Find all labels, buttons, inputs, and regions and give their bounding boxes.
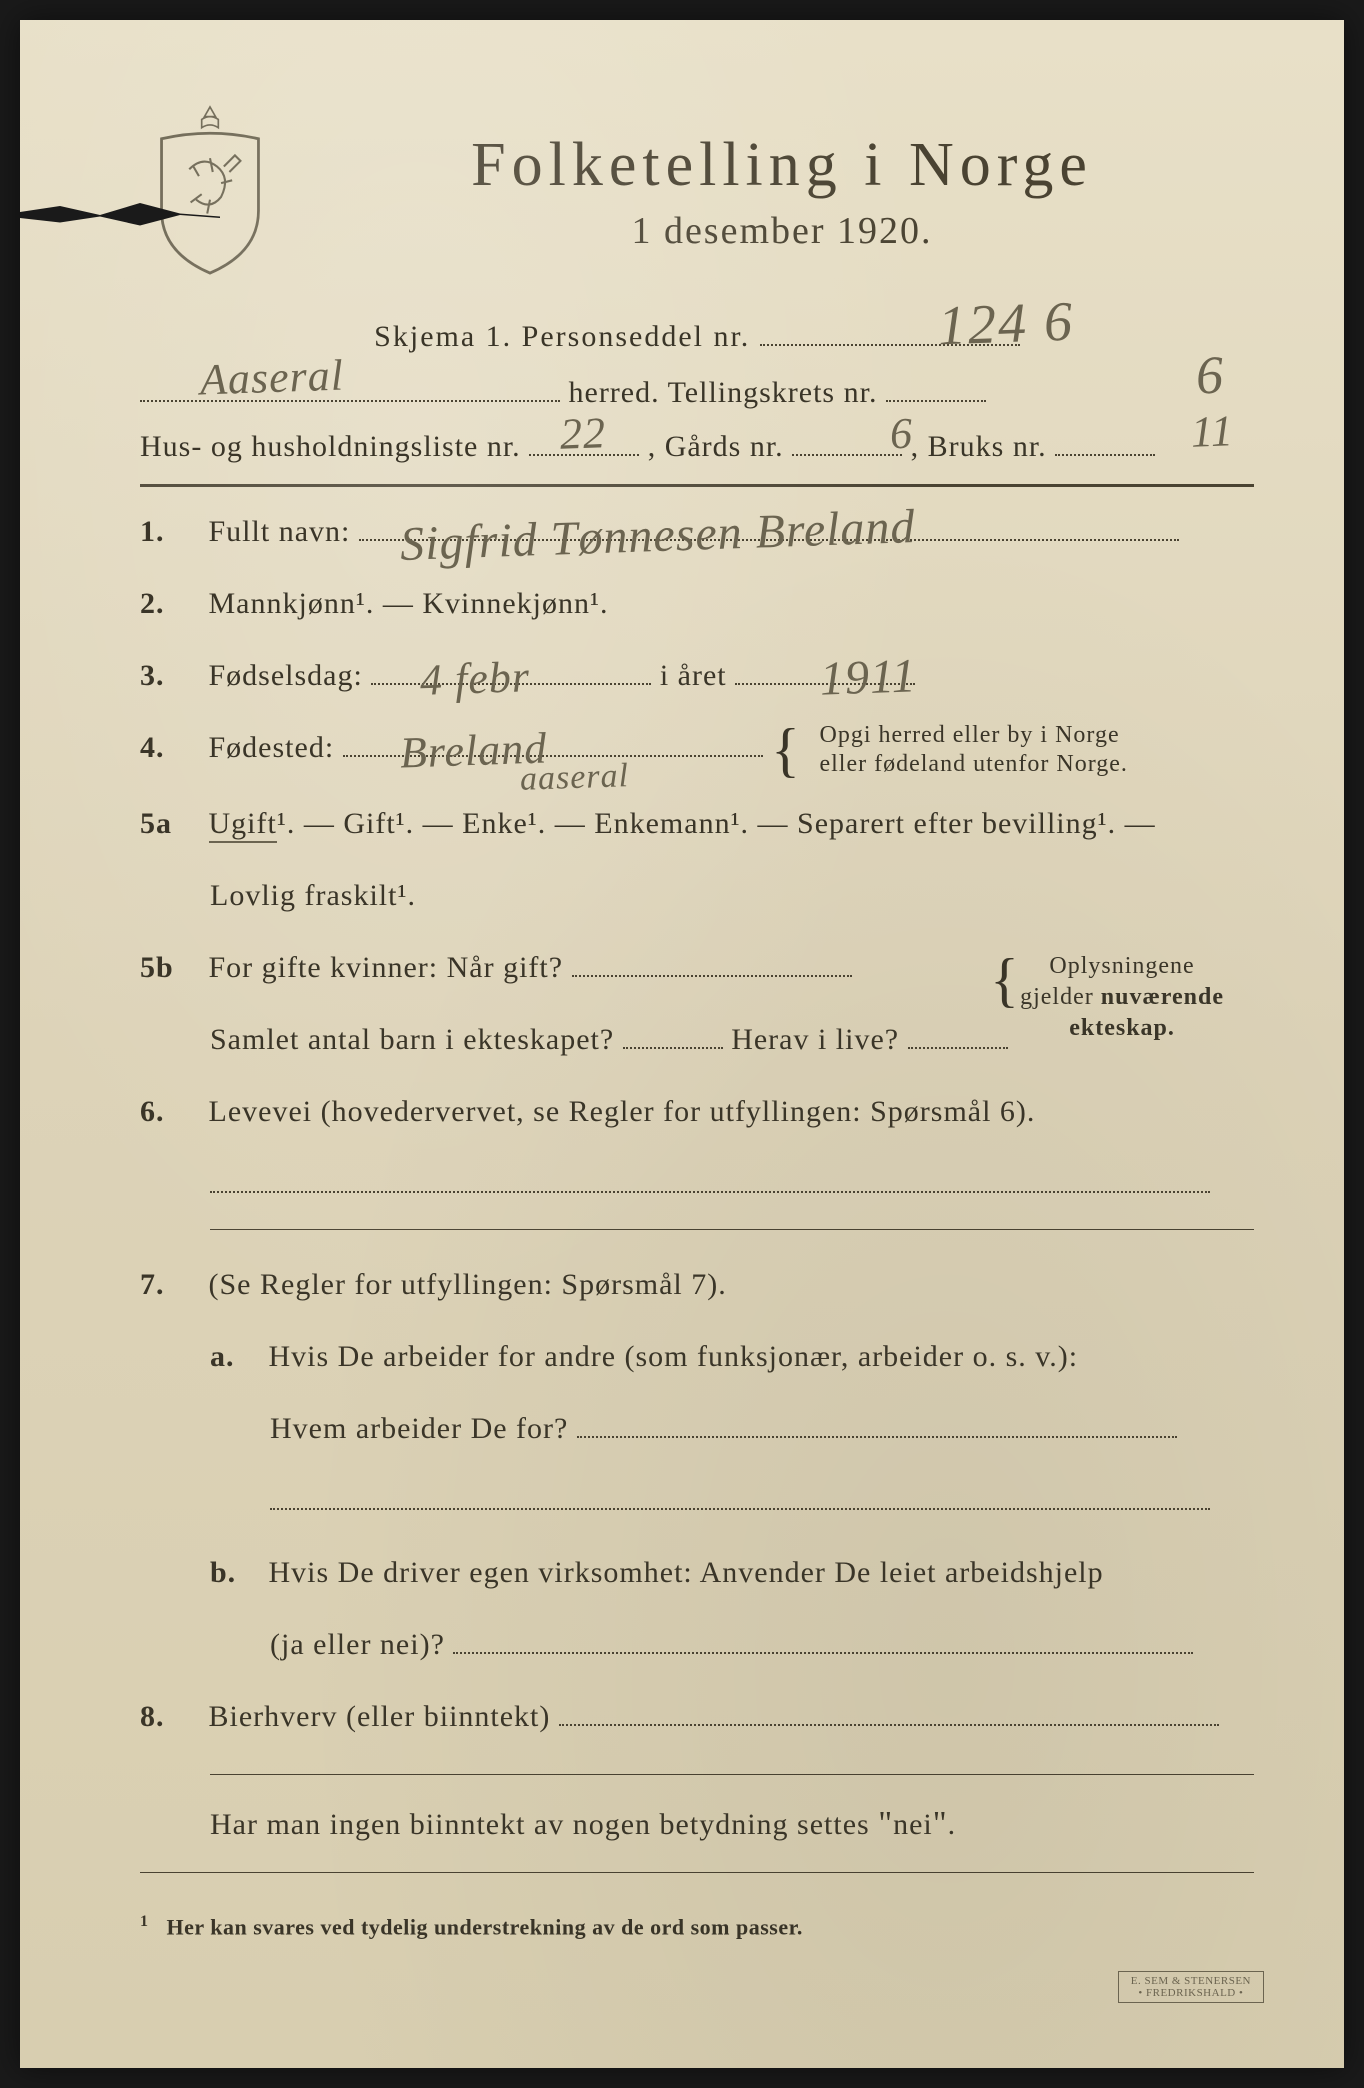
q1-value: Sigfrid Tønnesen Breland	[399, 484, 917, 588]
divider-top	[140, 484, 1254, 487]
coat-of-arms-icon	[140, 100, 280, 280]
printer-stamp: E. SEM & STENERSEN • FREDRIKSHALD •	[1118, 1971, 1264, 2003]
q8-num: 8.	[140, 1690, 200, 1744]
gards-value: 6	[889, 408, 914, 460]
bruks-value: 11	[1190, 405, 1234, 457]
footnote-text: Her kan svares ved tydelig understreknin…	[167, 1914, 803, 1939]
bracket-icon: {	[990, 965, 1020, 995]
q5a-line2: Lovlig fraskilt¹.	[140, 869, 1254, 923]
q5a-line: 5a Ugift¹. — Gift¹. — Enke¹. — Enkemann¹…	[140, 797, 1254, 851]
q7a-line2: Hvem arbeider De for?	[140, 1402, 1254, 1456]
q4-num: 4.	[140, 721, 200, 775]
q5b-label: For gifte kvinner: Når gift?	[209, 951, 564, 984]
q7b-label2: (ja eller nei)?	[270, 1628, 445, 1661]
footnote: 1 Her kan svares ved tydelig understrekn…	[140, 1913, 1254, 1940]
divider-bottom	[140, 1872, 1254, 1873]
meta-line-1: Aaseral herred. Tellingskrets nr. 6	[140, 366, 1254, 410]
q1-label: Fullt navn:	[209, 515, 351, 548]
q3-year-value: 1911	[819, 633, 918, 723]
q4-line: 4. Fødested: Breland aaseral { Opgi herr…	[140, 721, 1254, 779]
q4-note: Opgi herred eller by i Norge eller fødel…	[819, 721, 1127, 779]
q2-line: 2. Mannkjønn¹. — Kvinnekjønn¹.	[140, 577, 1254, 631]
q5b-line2: Samlet antal barn i ekteskapet? Herav i …	[140, 1013, 1254, 1067]
bracket-icon: {	[771, 735, 801, 765]
q5b-line: 5b For gifte kvinner: Når gift? { Oplysn…	[140, 941, 1254, 995]
census-form-page: Folketelling i Norge 1 desember 1920. Sk…	[20, 20, 1344, 2068]
personseddel-nr-value: 124 6	[937, 290, 1075, 359]
q7-line: 7. (Se Regler for utfyllingen: Spørsmål …	[140, 1258, 1254, 1312]
krets-value: 6	[1195, 344, 1225, 407]
q6-line: 6. Levevei (hovedervervet, se Regler for…	[140, 1085, 1254, 1139]
skjema-line: Skjema 1. Personseddel nr. 124 6	[140, 310, 1254, 354]
q7b-line2: (ja eller nei)?	[140, 1618, 1254, 1672]
q2-label: Mannkjønn¹. — Kvinnekjønn¹.	[209, 587, 609, 620]
meta-line-2: Hus- og husholdningsliste nr. 22 , Gårds…	[140, 420, 1254, 464]
q7-label: (Se Regler for utfyllingen: Spørsmål 7).	[209, 1268, 727, 1301]
q3-label: Fødselsdag:	[209, 659, 363, 692]
title-block: Folketelling i Norge 1 desember 1920.	[310, 120, 1254, 253]
closing-line: Har man ingen biinntekt av nogen betydni…	[140, 1793, 1254, 1854]
q8-line: 8. Bierhverv (eller biinntekt)	[140, 1690, 1254, 1744]
herred-label: herred. Tellingskrets nr.	[569, 376, 878, 409]
q6-blank	[140, 1157, 1254, 1211]
q7a-blank	[140, 1474, 1254, 1528]
q7a-label: Hvis De arbeider for andre (som funksjon…	[269, 1340, 1079, 1373]
q3-num: 3.	[140, 649, 200, 703]
q5b-label2: Samlet antal barn i ekteskapet?	[210, 1023, 614, 1056]
gards-label: , Gårds nr.	[648, 430, 784, 463]
divider	[210, 1229, 1254, 1230]
subtitle: 1 desember 1920.	[310, 209, 1254, 253]
husliste-prefix: Hus- og husholdningsliste nr.	[140, 430, 521, 463]
header: Folketelling i Norge 1 desember 1920.	[140, 120, 1254, 280]
q5b-num: 5b	[140, 941, 200, 995]
main-title: Folketelling i Norge	[310, 130, 1254, 201]
husliste-value: 22	[559, 407, 607, 460]
divider	[210, 1774, 1254, 1775]
q5a-label: Ugift¹. — Gift¹. — Enke¹. — Enkemann¹. —…	[209, 807, 1156, 843]
q6-num: 6.	[140, 1085, 200, 1139]
q7b-line: b. Hvis De driver egen virksomhet: Anven…	[140, 1546, 1254, 1600]
herred-value: Aaseral	[199, 350, 345, 406]
q7b-label: Hvis De driver egen virksomhet: Anvender…	[269, 1556, 1104, 1589]
q1-line: 1. Fullt navn: Sigfrid Tønnesen Breland	[140, 505, 1254, 559]
q4-label: Fødested:	[209, 731, 335, 764]
q7-num: 7.	[140, 1258, 200, 1312]
q3-line: 3. Fødselsdag: 4 febr i året 1911	[140, 649, 1254, 703]
bruks-label: , Bruks nr.	[911, 430, 1047, 463]
skjema-label: Skjema 1. Personseddel nr.	[374, 320, 750, 353]
q5a-label2: Lovlig fraskilt¹.	[210, 879, 416, 912]
closing-text: Har man ingen biinntekt av nogen betydni…	[210, 1808, 956, 1841]
footnote-marker: 1	[140, 1913, 149, 1930]
q7b-marker: b.	[210, 1546, 260, 1600]
q7a-marker: a.	[210, 1330, 260, 1384]
q5a-num: 5a	[140, 797, 200, 851]
q1-num: 1.	[140, 505, 200, 559]
q8-label: Bierhverv (eller biinntekt)	[209, 1700, 551, 1733]
q7a-label2: Hvem arbeider De for?	[270, 1412, 568, 1445]
q2-num: 2.	[140, 577, 200, 631]
q7a-line: a. Hvis De arbeider for andre (som funks…	[140, 1330, 1254, 1384]
q3-mid: i året	[660, 659, 727, 692]
q6-label: Levevei (hovedervervet, se Regler for ut…	[209, 1095, 1036, 1128]
q3-day-value: 4 febr	[419, 637, 532, 720]
q5b-label3: Herav i live?	[731, 1023, 899, 1056]
